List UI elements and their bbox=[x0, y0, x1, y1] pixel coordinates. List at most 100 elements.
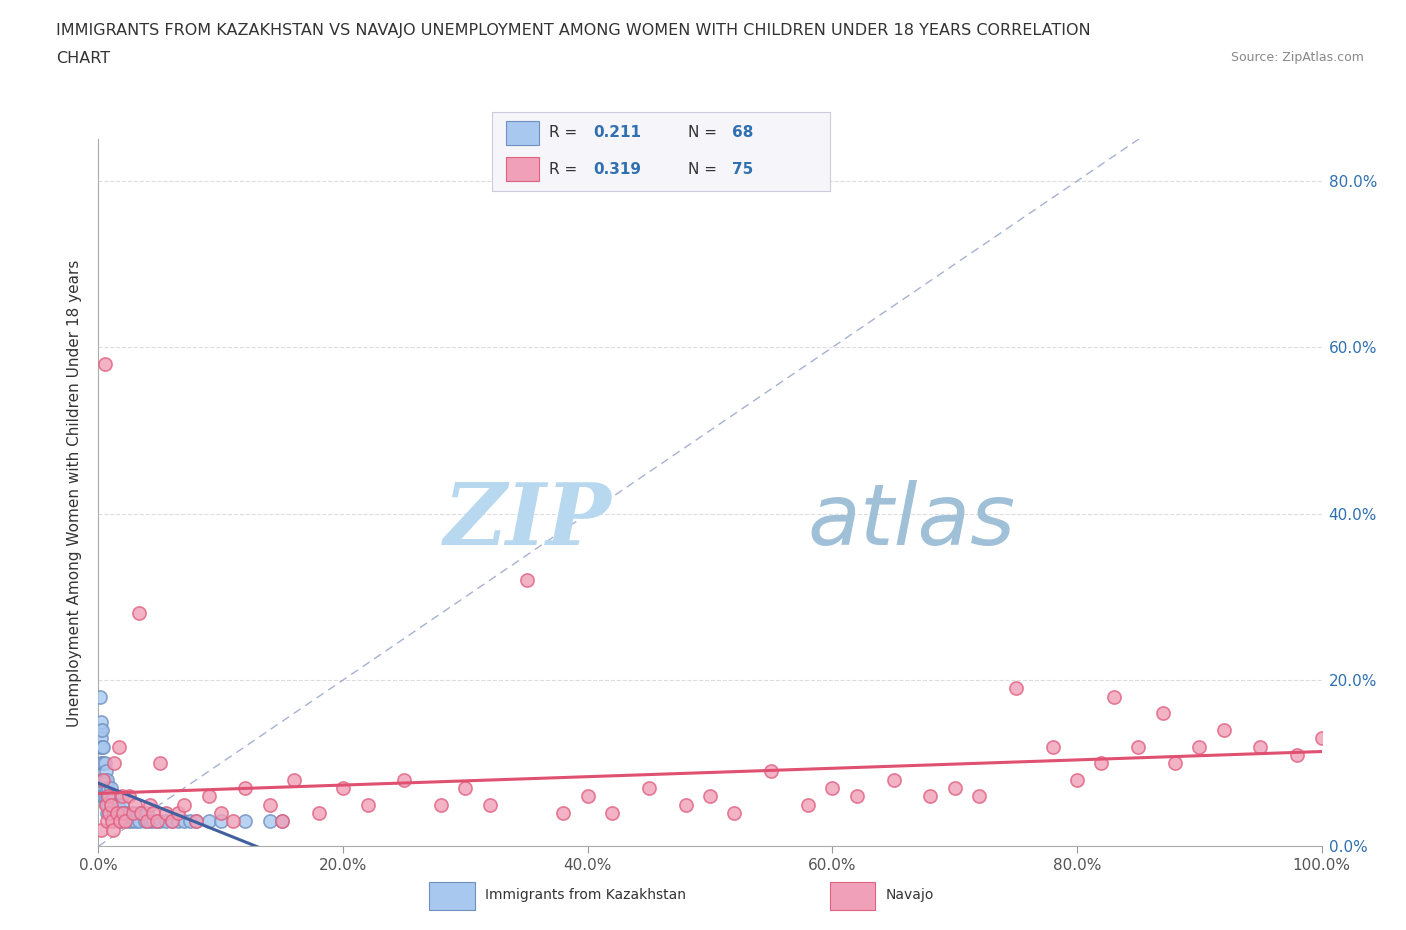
Point bbox=[108, 805, 131, 820]
Point bbox=[98, 789, 121, 804]
Point bbox=[173, 814, 195, 829]
Point bbox=[155, 814, 177, 829]
Point bbox=[167, 814, 190, 829]
Point bbox=[233, 814, 256, 829]
Point bbox=[142, 814, 165, 829]
Point bbox=[1310, 731, 1333, 746]
Point bbox=[1004, 681, 1026, 696]
Point bbox=[139, 797, 162, 812]
Point bbox=[111, 797, 134, 812]
Point bbox=[136, 814, 159, 829]
Point bbox=[356, 797, 378, 812]
Point bbox=[96, 772, 118, 787]
Point bbox=[101, 822, 124, 837]
Point bbox=[90, 756, 112, 771]
Point bbox=[478, 797, 501, 812]
Point bbox=[110, 814, 132, 829]
Point bbox=[1128, 739, 1150, 754]
Point bbox=[142, 805, 165, 820]
Point bbox=[104, 797, 127, 812]
Text: CHART: CHART bbox=[56, 51, 110, 66]
Point bbox=[93, 756, 115, 771]
Point bbox=[93, 789, 115, 804]
Point bbox=[638, 780, 661, 795]
Point bbox=[100, 780, 122, 795]
Point bbox=[761, 764, 783, 779]
Text: Source: ZipAtlas.com: Source: ZipAtlas.com bbox=[1230, 51, 1364, 64]
Point bbox=[101, 797, 124, 812]
Point bbox=[167, 805, 190, 820]
Point bbox=[91, 789, 114, 804]
Point bbox=[920, 789, 942, 804]
Point bbox=[97, 797, 120, 812]
Text: 68: 68 bbox=[731, 126, 754, 140]
Point bbox=[121, 805, 143, 820]
Text: Navajo: Navajo bbox=[886, 888, 934, 902]
Point bbox=[430, 797, 453, 812]
Point bbox=[259, 814, 281, 829]
Point bbox=[270, 814, 294, 829]
Point bbox=[110, 814, 132, 829]
Point bbox=[308, 805, 330, 820]
Point bbox=[173, 797, 195, 812]
Point bbox=[155, 805, 177, 820]
Text: ZIP: ZIP bbox=[444, 480, 612, 563]
Point bbox=[146, 814, 169, 829]
Point bbox=[101, 814, 124, 829]
Point bbox=[121, 805, 143, 820]
Point bbox=[91, 789, 114, 804]
Point bbox=[967, 789, 990, 804]
Text: 0.211: 0.211 bbox=[593, 126, 641, 140]
FancyBboxPatch shape bbox=[506, 121, 540, 145]
Point bbox=[699, 789, 721, 804]
Point bbox=[197, 789, 219, 804]
Point bbox=[270, 814, 294, 829]
Point bbox=[1090, 756, 1112, 771]
Point bbox=[129, 805, 152, 820]
Point bbox=[600, 805, 623, 820]
Point bbox=[1286, 748, 1309, 763]
Point bbox=[259, 797, 281, 812]
Point bbox=[94, 764, 117, 779]
Point bbox=[98, 805, 121, 820]
Point bbox=[93, 772, 115, 787]
Point bbox=[89, 739, 111, 754]
Point bbox=[943, 780, 966, 795]
Point bbox=[128, 606, 150, 621]
Point bbox=[1066, 772, 1088, 787]
Point bbox=[146, 814, 169, 829]
Point bbox=[129, 805, 152, 820]
Point bbox=[91, 772, 114, 787]
Point bbox=[1102, 689, 1125, 704]
Text: R =: R = bbox=[550, 162, 578, 177]
Point bbox=[91, 723, 114, 737]
Point bbox=[91, 756, 114, 771]
Point bbox=[392, 772, 416, 787]
Point bbox=[283, 772, 305, 787]
Point bbox=[821, 780, 844, 795]
Point bbox=[883, 772, 905, 787]
Point bbox=[111, 805, 134, 820]
Point bbox=[797, 797, 820, 812]
Point bbox=[89, 689, 111, 704]
Point bbox=[160, 814, 183, 829]
Point bbox=[675, 797, 697, 812]
Point bbox=[91, 756, 114, 771]
FancyBboxPatch shape bbox=[506, 157, 540, 181]
Text: 0.319: 0.319 bbox=[593, 162, 641, 177]
Text: IMMIGRANTS FROM KAZAKHSTAN VS NAVAJO UNEMPLOYMENT AMONG WOMEN WITH CHILDREN UNDE: IMMIGRANTS FROM KAZAKHSTAN VS NAVAJO UNE… bbox=[56, 23, 1091, 38]
Point bbox=[114, 814, 136, 829]
Point bbox=[576, 789, 599, 804]
Point bbox=[90, 714, 112, 729]
Text: N =: N = bbox=[688, 126, 717, 140]
Point bbox=[103, 789, 125, 804]
Point bbox=[197, 814, 219, 829]
Point bbox=[103, 756, 125, 771]
Point bbox=[124, 814, 146, 829]
Point bbox=[91, 772, 114, 787]
Point bbox=[96, 814, 118, 829]
Point bbox=[120, 814, 142, 829]
Point bbox=[1188, 739, 1211, 754]
Point bbox=[186, 814, 208, 829]
Y-axis label: Unemployment Among Women with Children Under 18 years: Unemployment Among Women with Children U… bbox=[67, 259, 83, 726]
